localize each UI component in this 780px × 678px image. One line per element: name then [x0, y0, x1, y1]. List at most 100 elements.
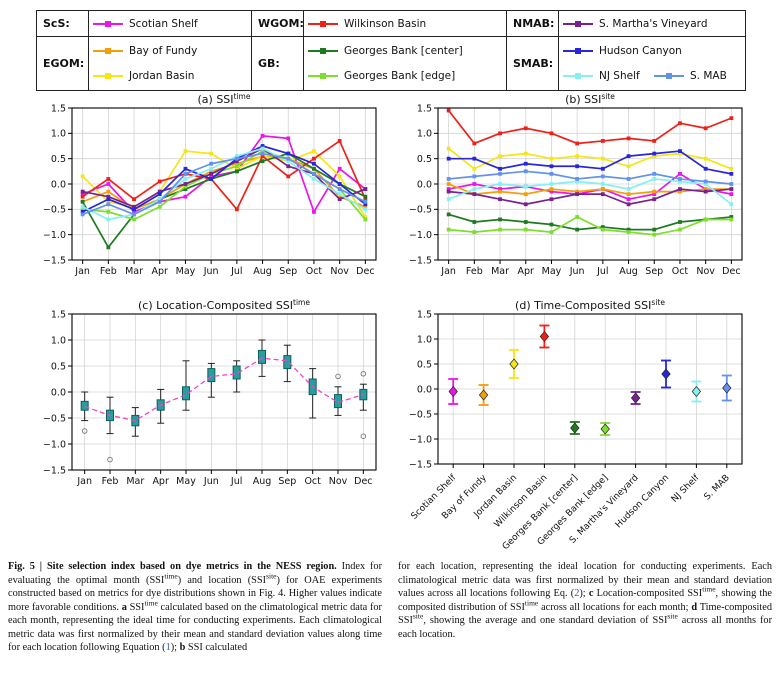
caption-text: for each location, representing the idea… — [398, 561, 772, 600]
caption-text: Index for evaluating the optimal month (… — [8, 561, 382, 586]
legend-line-sample-icon — [563, 47, 593, 54]
caption-equation-link[interactable]: 2 — [574, 588, 580, 600]
panel-b-ssi-site-chart: −1.5 −1.0 −0.5 0.0 0.5 1.0 1.5 Jan Feb Mar Apr May J… — [400, 92, 748, 284]
svg-text:Dec: Dec — [356, 266, 374, 277]
legend-group-label: SMAB: — [507, 37, 559, 90]
legend-group-wgom: WGOM: Wilkinson Basin — [251, 10, 507, 37]
caption-superscript: site — [667, 611, 678, 621]
svg-text:Sep: Sep — [645, 266, 663, 277]
legend-line-sample-icon — [654, 73, 684, 80]
svg-text:Jan: Jan — [76, 476, 92, 487]
svg-text:Aug: Aug — [253, 476, 272, 487]
legend-column: NMAB: S. Martha's Vineyard SMAB: Hudson Can… — [506, 10, 746, 91]
svg-text:(b) SSIsite: (b) SSIsite — [565, 92, 615, 106]
svg-text:Feb: Feb — [102, 476, 119, 487]
svg-text:Dec: Dec — [722, 266, 740, 277]
caption-text: Time-composited SSI — [398, 601, 772, 627]
legend-entry-label: S. MAB — [690, 70, 727, 83]
legend-line-sample-icon — [308, 73, 338, 80]
legend-entry: Wilkinson Basin — [306, 18, 504, 30]
svg-text:−0.5: −0.5 — [43, 205, 66, 216]
svg-text:0.0: 0.0 — [51, 387, 66, 398]
legend-group-entries: Georges Bank [center] Georges Bank [edge] — [304, 37, 506, 90]
legend-group-entries: Wilkinson Basin — [304, 11, 506, 36]
legend-entry-label: Georges Bank [center] — [344, 44, 463, 57]
legend-line-sample-icon — [308, 47, 338, 54]
svg-text:Feb: Feb — [466, 266, 483, 277]
svg-text:Feb: Feb — [100, 266, 117, 277]
legend-group-label: WGOM: — [252, 11, 304, 36]
svg-text:Oct: Oct — [672, 266, 689, 277]
svg-text:Sep: Sep — [278, 476, 296, 487]
legend-line-sample-icon — [93, 20, 123, 27]
caption-superscript: site — [412, 611, 424, 621]
svg-text:Oct: Oct — [304, 476, 321, 487]
legend-group-scs: ScS: Scotian Shelf — [36, 10, 252, 37]
legend-line-sample-icon — [308, 20, 338, 27]
svg-text:0.0: 0.0 — [51, 179, 66, 190]
caption-text: a — [121, 601, 127, 613]
legend-entry: Scotian Shelf — [91, 18, 249, 30]
svg-text:NJ Shelf: NJ Shelf — [670, 472, 702, 504]
caption-text: , showing the average and one standard d… — [423, 615, 668, 627]
legend-line-sample-icon — [563, 73, 593, 80]
caption-text: calculated based on the climatological m… — [8, 601, 382, 654]
svg-text:Sep: Sep — [279, 266, 297, 277]
caption-right-column: for each location, representing the idea… — [398, 560, 772, 655]
svg-text:Mar: Mar — [125, 266, 143, 277]
svg-text:−0.5: −0.5 — [409, 409, 432, 420]
caption-text: ) and location (SSI — [177, 574, 267, 586]
caption-superscript: time — [702, 584, 716, 594]
legend-entry-label: Scotian Shelf — [129, 17, 198, 30]
legend-entry: S. MAB — [652, 70, 743, 82]
panel-c-location-composited-chart: −1.5 −1.0 −0.5 0.0 0.5 1.0 1.5 Jan Feb Mar Apr May J… — [34, 298, 382, 500]
svg-text:Jan: Jan — [74, 266, 90, 277]
svg-text:0.0: 0.0 — [417, 179, 432, 190]
svg-text:Apr: Apr — [518, 266, 535, 277]
svg-text:1.0: 1.0 — [417, 334, 432, 345]
caption-superscript: time — [144, 598, 158, 608]
svg-text:(d) Time-Composited SSIsite: (d) Time-Composited SSIsite — [515, 298, 665, 312]
legend-entry-label: Wilkinson Basin — [344, 17, 427, 30]
legend-entry: Georges Bank [edge] — [306, 70, 504, 82]
svg-text:0.0: 0.0 — [417, 384, 432, 395]
svg-text:−1.0: −1.0 — [409, 230, 432, 241]
svg-text:May: May — [176, 476, 196, 487]
legend-entry-label: Jordan Basin — [129, 70, 195, 83]
legend-entry-row: NJ Shelf S. MAB — [561, 70, 743, 82]
svg-text:1.0: 1.0 — [51, 129, 66, 140]
svg-text:−1.5: −1.5 — [409, 255, 432, 266]
legend-entry-label: Hudson Canyon — [599, 44, 682, 57]
svg-text:Apr: Apr — [152, 266, 169, 277]
legend-group-entries: Bay of Fundy Jordan Basin — [89, 37, 251, 90]
svg-text:Wilkinson Basin: Wilkinson Basin — [493, 473, 550, 530]
svg-text:Oct: Oct — [306, 266, 323, 277]
legend-group-nmab: NMAB: S. Martha's Vineyard — [506, 10, 746, 37]
caption-text: ) for OAE experiments constructed based … — [8, 574, 382, 613]
svg-text:Jul: Jul — [230, 266, 242, 277]
legend-column: ScS: Scotian Shelf EGOM: Bay of Fundy Jordan… — [36, 10, 252, 91]
svg-text:1.5: 1.5 — [51, 103, 66, 114]
legend-group-gb: GB: Georges Bank [center] Georges Bank [ed… — [251, 36, 507, 91]
caption-text: b — [179, 642, 186, 654]
svg-text:1.0: 1.0 — [51, 335, 66, 346]
svg-text:−1.0: −1.0 — [409, 434, 432, 445]
svg-text:0.5: 0.5 — [51, 154, 66, 165]
svg-text:(c) Location-Composited SSItim: (c) Location-Composited SSItime — [138, 298, 310, 312]
caption-equation-link[interactable]: 1 — [165, 642, 171, 654]
caption-text: Fig. 5 | Site selection index based on d… — [8, 561, 337, 572]
legend-entry-label: Bay of Fundy — [129, 44, 198, 57]
svg-text:Hudson Canyon: Hudson Canyon — [614, 473, 671, 530]
caption-text: SSI calculated — [185, 642, 248, 654]
figure-caption: Fig. 5 | Site selection index based on d… — [8, 560, 772, 655]
legend-column: WGOM: Wilkinson Basin GB: Georges Bank [cen… — [251, 10, 507, 91]
svg-text:Aug: Aug — [619, 266, 638, 277]
svg-text:1.0: 1.0 — [417, 129, 432, 140]
caption-left-column: Fig. 5 | Site selection index based on d… — [8, 560, 382, 655]
legend-group-label: ScS: — [37, 11, 89, 36]
legend-group-label: GB: — [252, 37, 304, 90]
legend-group-entries: Hudson Canyon NJ Shelf S. MAB — [559, 37, 745, 90]
legend-entry-label: Georges Bank [edge] — [344, 70, 456, 83]
